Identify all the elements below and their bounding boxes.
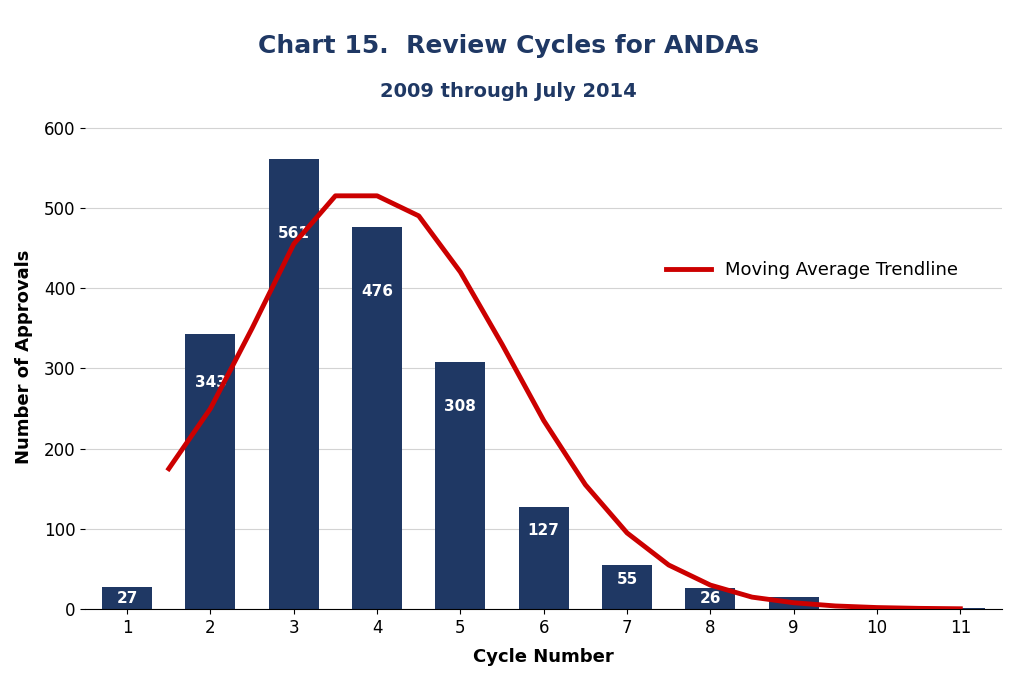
Bar xyxy=(185,334,236,609)
Bar xyxy=(102,588,153,609)
Bar xyxy=(685,588,735,609)
X-axis label: Cycle Number: Cycle Number xyxy=(473,648,614,666)
Legend: Moving Average Trendline: Moving Average Trendline xyxy=(658,254,965,287)
Text: 476: 476 xyxy=(361,285,394,300)
Bar xyxy=(435,362,485,609)
Text: 55: 55 xyxy=(616,571,638,586)
Bar xyxy=(936,608,985,609)
Text: 561: 561 xyxy=(278,227,310,242)
Text: 1: 1 xyxy=(955,588,965,603)
Text: 3: 3 xyxy=(872,587,883,602)
Bar xyxy=(352,227,402,609)
Text: 343: 343 xyxy=(194,375,227,390)
Bar xyxy=(519,507,569,609)
Text: 127: 127 xyxy=(528,522,559,537)
Text: 2009 through July 2014: 2009 through July 2014 xyxy=(380,82,637,101)
Text: Chart 15.  Review Cycles for ANDAs: Chart 15. Review Cycles for ANDAs xyxy=(258,34,759,58)
Bar xyxy=(268,159,318,609)
Text: 308: 308 xyxy=(444,399,476,414)
Bar xyxy=(769,597,819,609)
Text: 15: 15 xyxy=(783,577,804,592)
Bar xyxy=(852,607,902,609)
Bar xyxy=(602,565,652,609)
Text: 27: 27 xyxy=(116,590,138,605)
Text: 26: 26 xyxy=(700,591,721,606)
Y-axis label: Number of Approvals: Number of Approvals xyxy=(15,249,33,464)
